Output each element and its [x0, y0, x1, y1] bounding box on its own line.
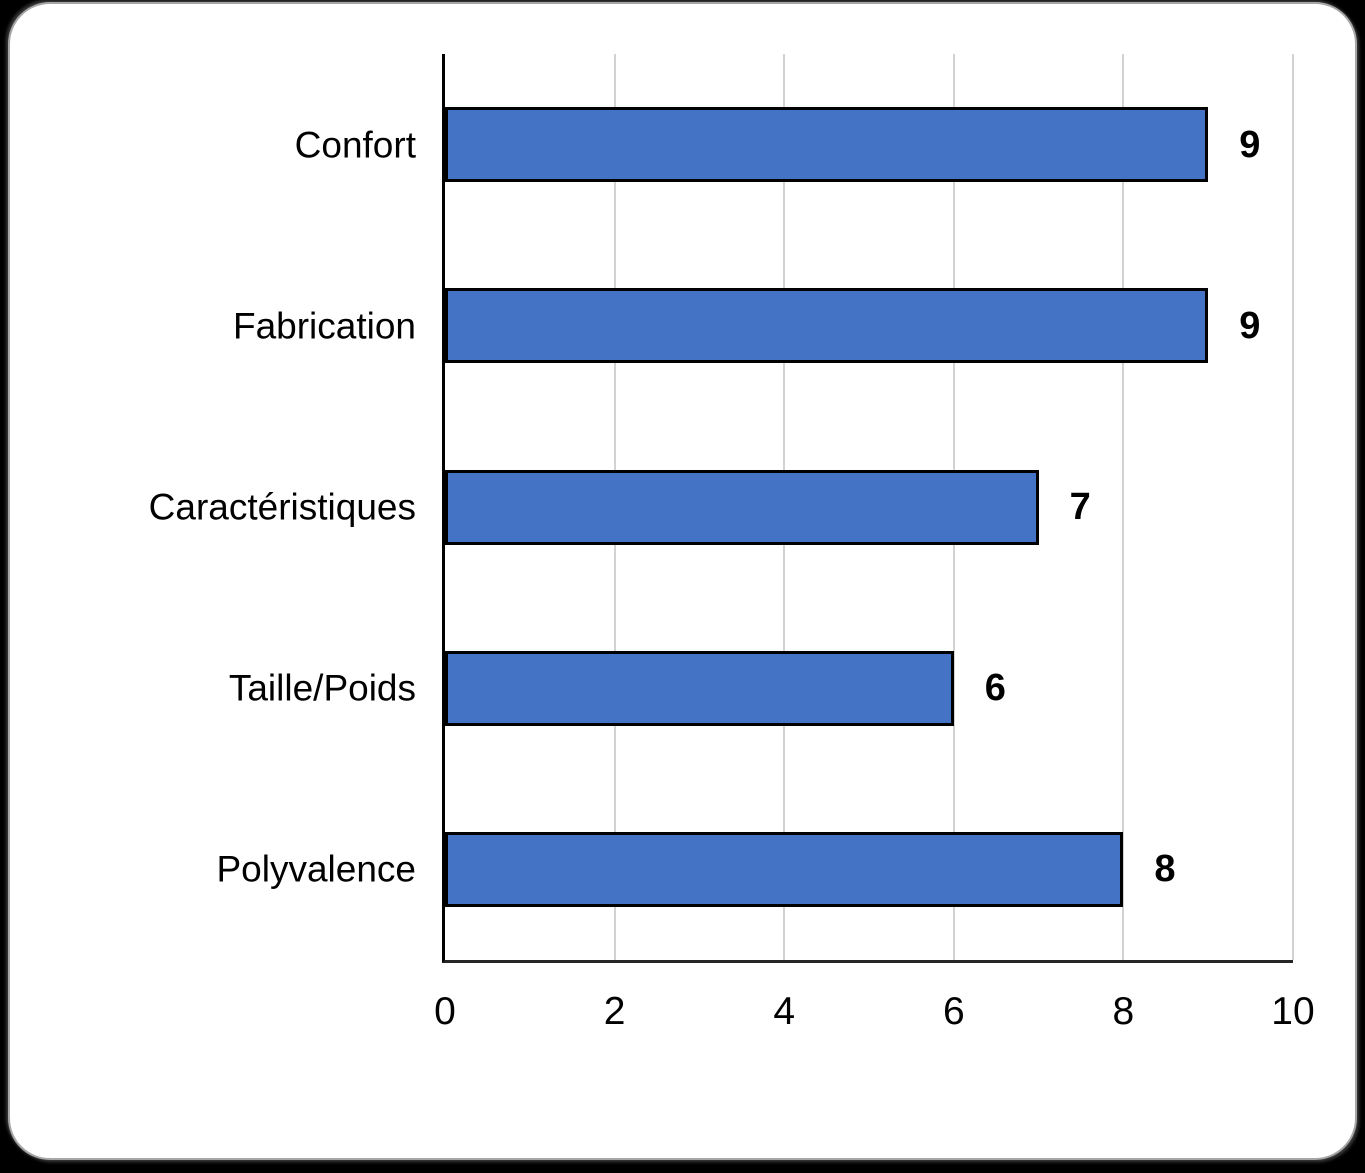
gridline — [1292, 54, 1294, 960]
x-tick-label: 4 — [773, 990, 796, 1033]
gridline — [1122, 54, 1125, 960]
category-label: Caractéristiques — [148, 486, 416, 528]
value-label: 9 — [1239, 304, 1261, 347]
value-label: 9 — [1239, 123, 1261, 166]
bar-taille-poids — [445, 650, 954, 726]
value-label: 8 — [1154, 848, 1176, 891]
bar-caract-ristiques — [445, 469, 1039, 545]
category-label: Fabrication — [232, 305, 416, 347]
x-tick-label: 6 — [942, 990, 965, 1033]
plot-area: 0 2 4 6 8 10 9 9 7 6 8 — [434, 54, 1315, 1031]
category-label: Polyvalence — [216, 848, 416, 890]
category-axis: Confort Fabrication Caractéristiques Taille… — [10, 54, 416, 960]
chart-card: Confort Fabrication Caractéristiques Taille… — [8, 2, 1357, 1160]
bar-polyvalence — [445, 831, 1124, 907]
x-tick-label: 0 — [434, 990, 456, 1033]
bar-fabrication — [445, 288, 1209, 364]
bar-confort — [445, 107, 1209, 183]
x-tick-label: 2 — [603, 990, 626, 1033]
x-tick-label: 10 — [1271, 990, 1315, 1033]
x-tick-label: 8 — [1112, 990, 1135, 1033]
category-label: Confort — [294, 124, 416, 166]
value-label: 6 — [984, 667, 1006, 710]
value-label: 7 — [1069, 486, 1091, 528]
category-label: Taille/Poids — [228, 667, 416, 709]
